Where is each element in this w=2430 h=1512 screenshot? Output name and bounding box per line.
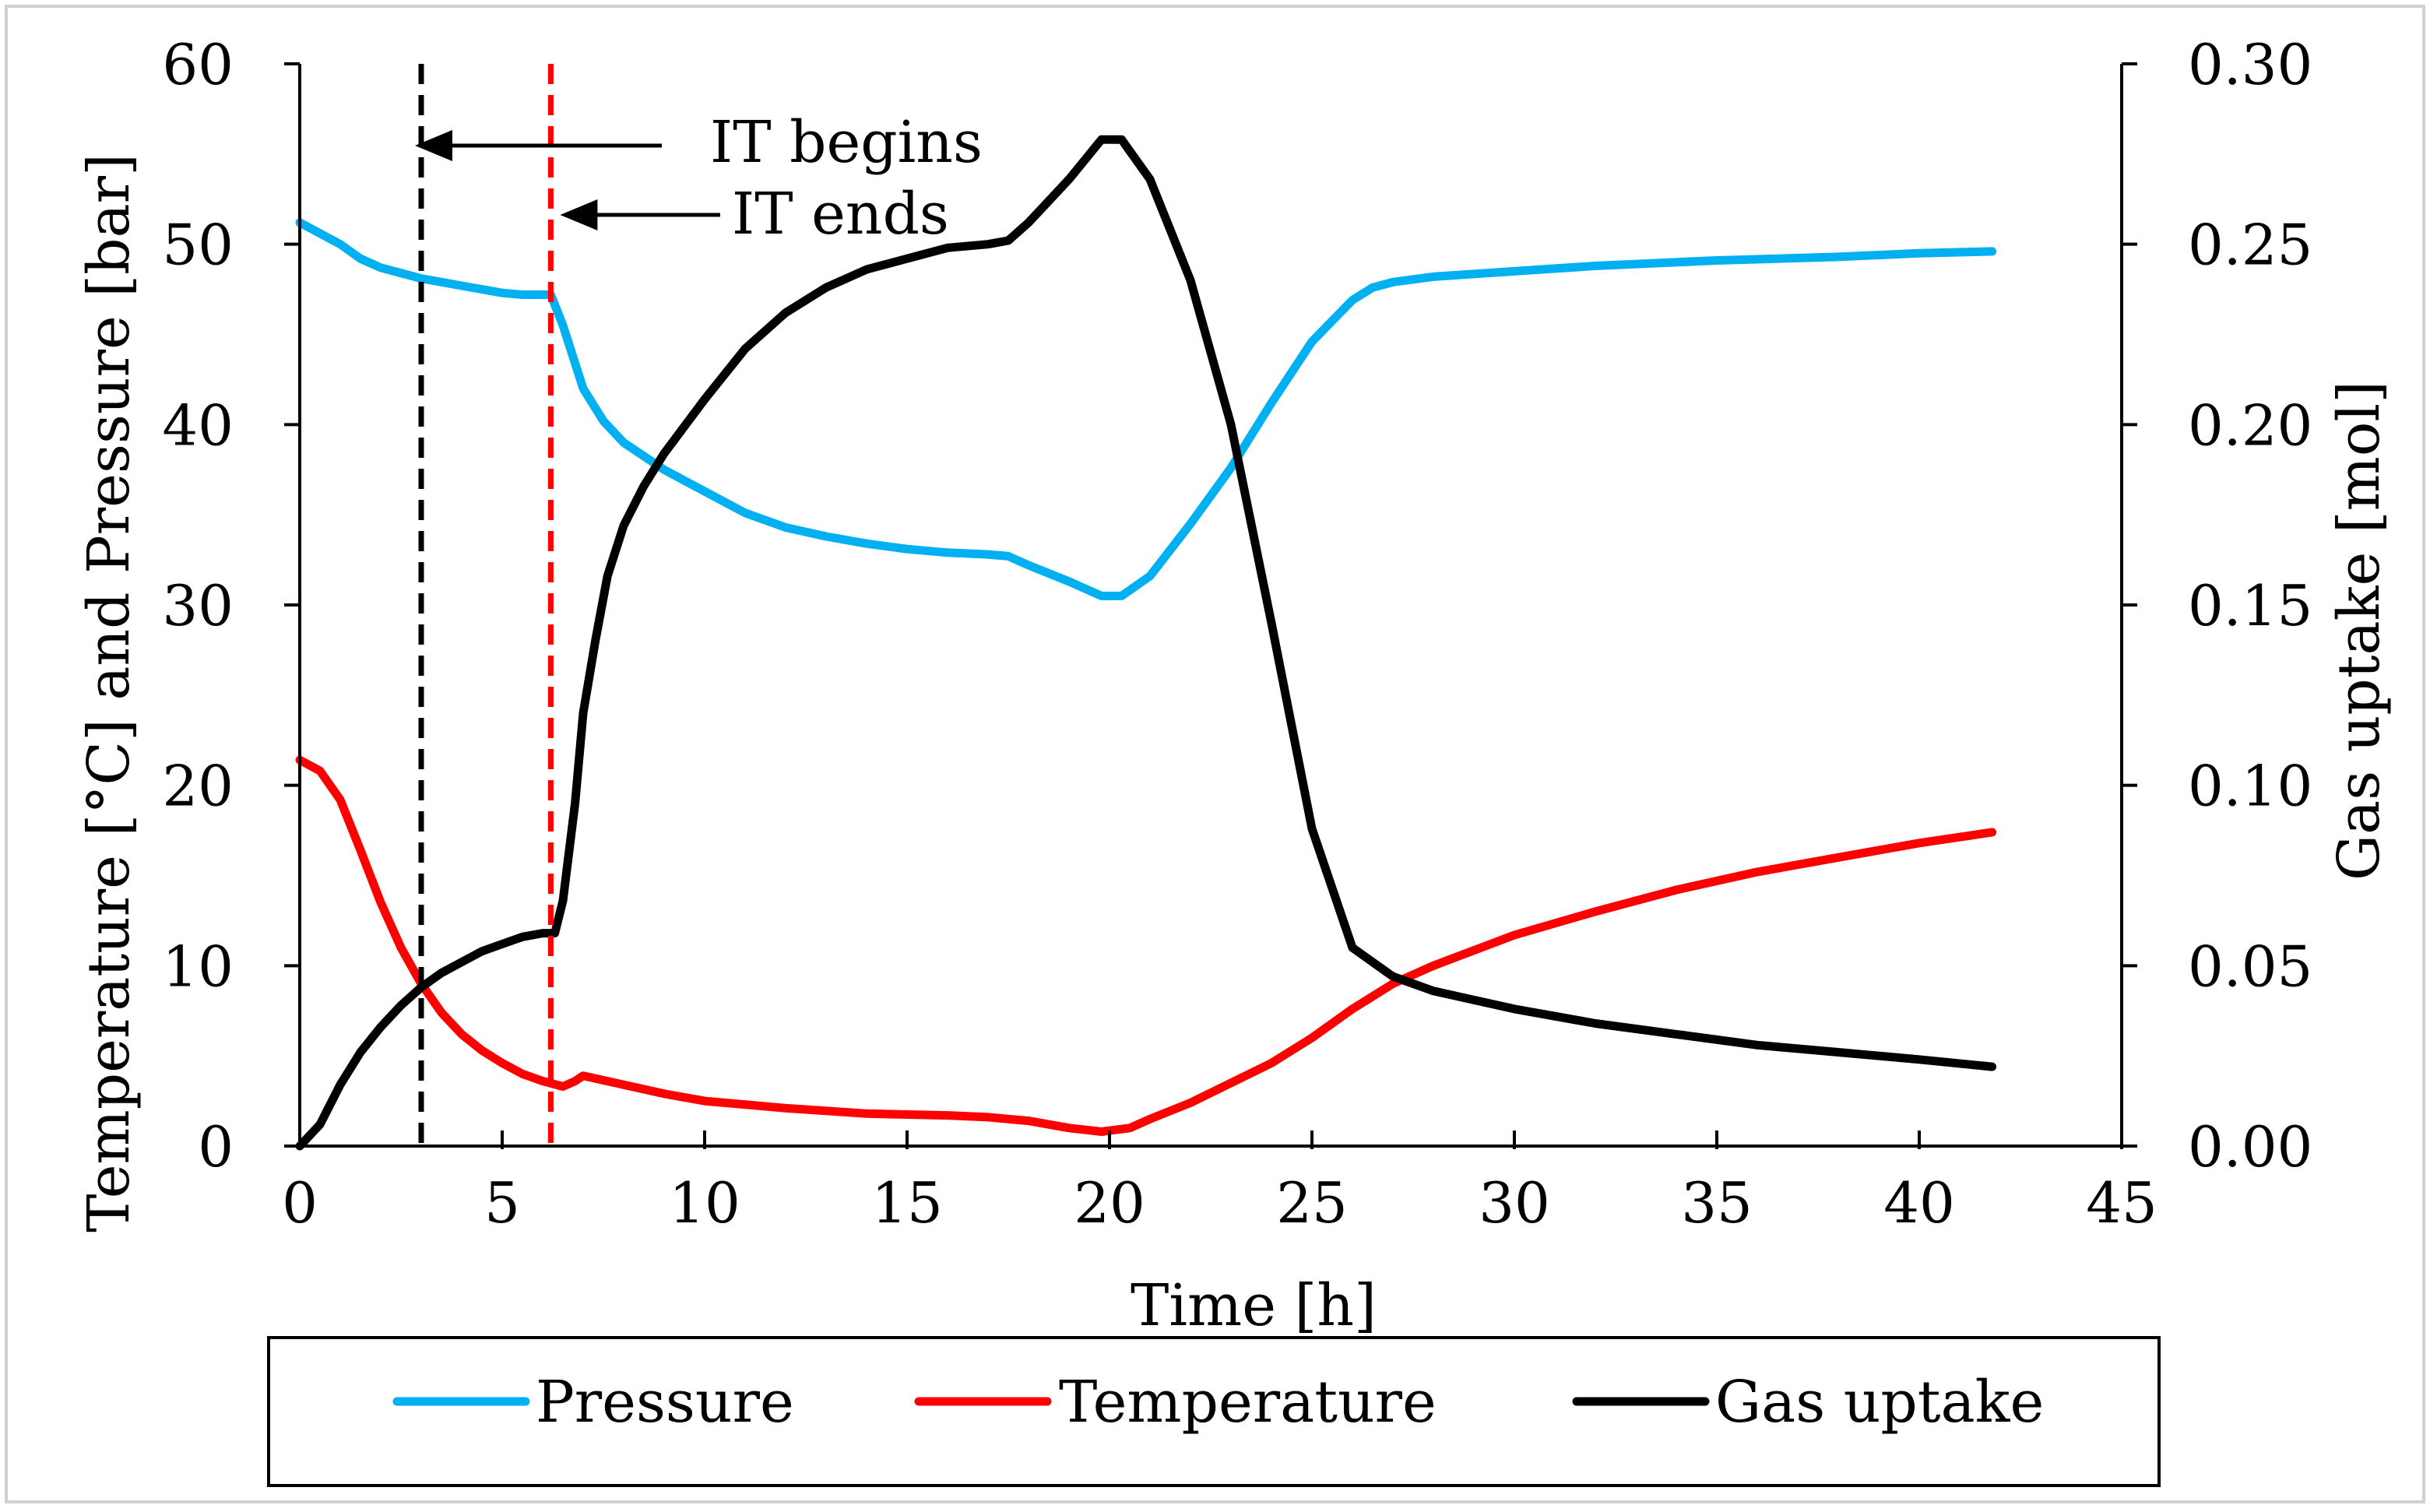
figure-border xyxy=(5,5,2425,1503)
it-begins-arrow-head xyxy=(415,130,452,161)
y-right-tick-label: 0.00 xyxy=(2188,1114,2312,1180)
it-ends-label: IT ends xyxy=(732,181,949,248)
y-left-tick-label: 10 xyxy=(162,934,234,999)
it-begins-label: IT begins xyxy=(710,109,983,176)
x-tick-label: 15 xyxy=(871,1170,943,1236)
y-left-tick-label: 0 xyxy=(198,1114,234,1180)
legend-box xyxy=(267,1336,2161,1487)
it-ends-arrow-head xyxy=(560,199,598,230)
temperature-line xyxy=(295,755,1997,1136)
y-right-tick-label: 0.05 xyxy=(2188,934,2312,999)
x-tick-label: 0 xyxy=(282,1170,318,1236)
y-axis-label-right: Gas uptake [mol] xyxy=(2326,381,2393,881)
legend-pressure-label: Pressure xyxy=(536,1369,794,1436)
annotation-lines xyxy=(418,64,554,1146)
y-right-tick-label: 0.30 xyxy=(2188,32,2312,97)
x-tick-label: 10 xyxy=(669,1170,740,1236)
legend-gas-uptake-label: Gas uptake xyxy=(1715,1369,2044,1436)
gas-uptake-line xyxy=(295,135,1997,1151)
x-tick-label: 20 xyxy=(1074,1170,1145,1236)
x-tick-label: 30 xyxy=(1479,1170,1550,1236)
x-tick-label: 25 xyxy=(1276,1170,1348,1236)
tick-labels: 0 5 10 15 20 25 30 35 40 45 0 10 20 30 40 50 60 0.00 0.05 0… xyxy=(162,32,2312,1236)
y-right-tick-label: 0.15 xyxy=(2188,573,2312,638)
y-left-tick-label: 50 xyxy=(162,213,234,278)
y-right-tick-label: 0.20 xyxy=(2188,392,2312,458)
y-axis-label-left: Temperature [°C] and Pressure [bar] xyxy=(76,153,142,1232)
axes xyxy=(284,62,2137,1149)
legend-temperature-label: Temperature xyxy=(1059,1369,1437,1436)
x-tick-label: 40 xyxy=(1883,1170,1955,1236)
y-right-tick-label: 0.25 xyxy=(2188,213,2312,278)
x-tick-label: 45 xyxy=(2086,1170,2157,1236)
y-left-tick-label: 20 xyxy=(162,754,234,819)
y-left-tick-label: 40 xyxy=(162,392,234,458)
y-right-tick-label: 0.10 xyxy=(2188,754,2312,819)
x-tick-label: 5 xyxy=(484,1170,520,1236)
series-lines xyxy=(295,135,1997,1151)
pressure-line xyxy=(295,218,1997,600)
y-left-tick-label: 30 xyxy=(162,573,234,638)
x-axis-label: Time [h] xyxy=(1131,1272,1377,1339)
x-tick-label: 35 xyxy=(1681,1170,1753,1236)
y-left-tick-label: 60 xyxy=(162,32,234,97)
legend: Pressure Temperature Gas uptake xyxy=(392,1369,2044,1436)
